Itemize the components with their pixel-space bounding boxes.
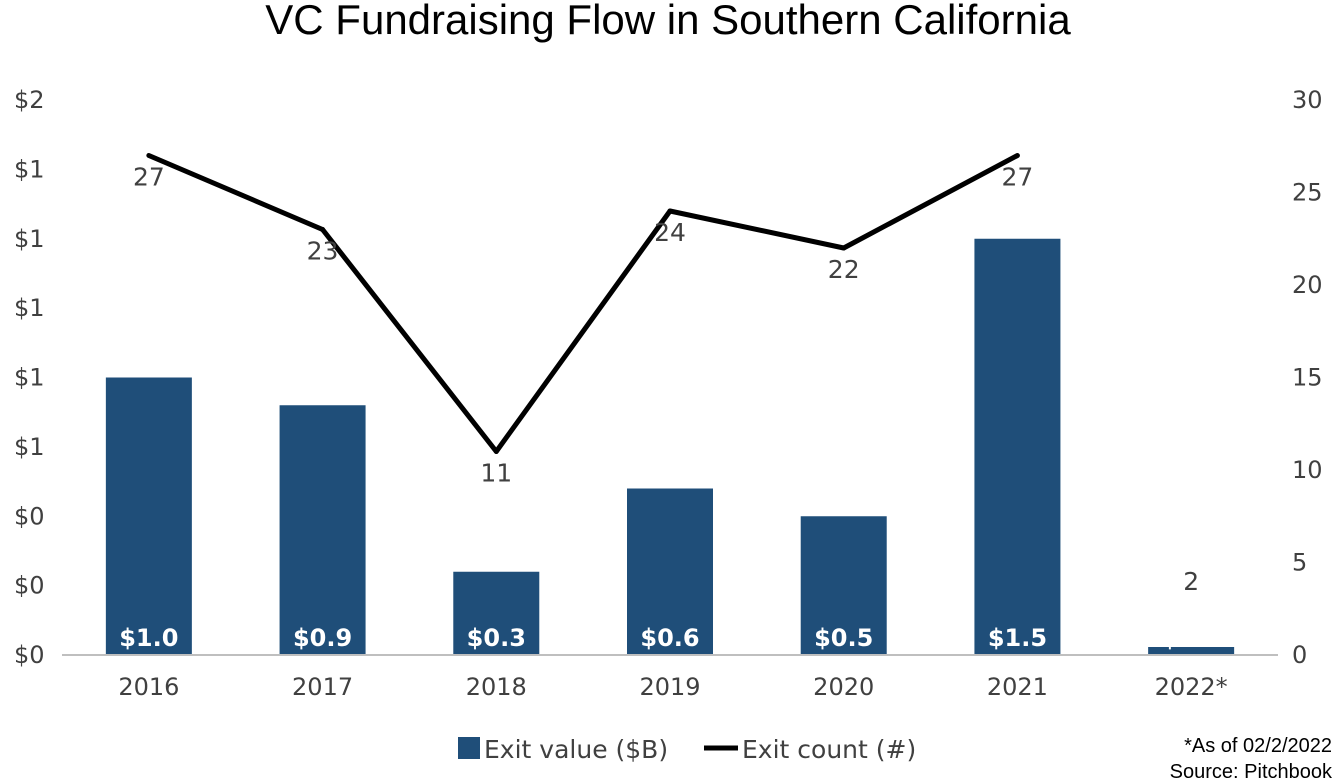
left-axis: $0 $0 $0 $1 $1 $1 $1 $1 $2 <box>14 86 45 669</box>
line-value-label: 24 <box>654 218 686 247</box>
chart-title: VC Fundraising Flow in Southern Californ… <box>265 0 1071 43</box>
bar-2021 <box>974 238 1061 655</box>
source-note: Source: Pitchbook <box>1170 761 1333 780</box>
x-tick-label: 2018 <box>466 673 527 701</box>
line-value-label: 23 <box>307 237 339 266</box>
line-segment <box>146 153 326 232</box>
right-tick-label: 10 <box>1292 456 1323 484</box>
bar-value-label: $1.5 <box>988 624 1047 652</box>
legend-bar-swatch <box>458 737 480 759</box>
x-tick-label: 2022* <box>1155 673 1228 701</box>
left-tick-label: $1 <box>14 433 45 461</box>
bar-data-labels: $1.0 $0.9 $0.3 $0.6 $0.5 $1.5 $0.0 <box>119 624 1221 652</box>
right-axis: 0 5 10 15 20 25 30 <box>1292 86 1323 669</box>
right-tick-label: 0 <box>1292 641 1307 669</box>
line-value-label: 27 <box>133 163 165 192</box>
bar-value-label: $0.9 <box>293 624 352 652</box>
left-tick-label: $1 <box>14 225 45 253</box>
line-value-label: 2 <box>1183 567 1199 596</box>
bar-value-label: $0.6 <box>640 624 699 652</box>
x-tick-label: 2017 <box>292 673 353 701</box>
right-tick-label: 25 <box>1292 179 1323 207</box>
left-tick-label: $1 <box>14 155 45 183</box>
bar-2019 <box>627 488 713 655</box>
left-tick-label: $2 <box>14 86 45 114</box>
bar-2022* <box>1148 647 1235 655</box>
left-tick-label: $0 <box>14 502 45 530</box>
left-tick-label: $0 <box>14 572 45 600</box>
line-segment <box>493 208 673 454</box>
x-tick-label: 2019 <box>639 673 700 701</box>
line-segment <box>841 153 1020 251</box>
bar-value-label: $0.5 <box>814 624 873 652</box>
bar-2020 <box>800 516 887 655</box>
x-tick-label: 2020 <box>813 673 874 701</box>
line-value-label: 11 <box>480 459 512 488</box>
legend-bar-label: Exit value ($B) <box>484 735 668 764</box>
line-segment <box>320 227 499 454</box>
right-tick-label: 5 <box>1292 549 1307 577</box>
left-tick-label: $1 <box>14 294 45 322</box>
bar-2018 <box>453 571 540 655</box>
line-value-label: 22 <box>828 255 860 284</box>
bar-value-label: $1.0 <box>119 624 178 652</box>
legend: Exit value ($B) Exit count (#) <box>458 735 916 764</box>
right-tick-label: 15 <box>1292 364 1323 392</box>
left-tick-label: $0 <box>14 641 45 669</box>
line-segment <box>667 208 847 251</box>
x-tick-label: 2021 <box>987 673 1048 701</box>
bar-series <box>105 238 1235 655</box>
footnote: *As of 02/2/2022 <box>1184 735 1332 757</box>
bar-value-label: $0.0 <box>1162 624 1221 652</box>
legend-line-label: Exit count (#) <box>742 735 916 764</box>
line-series <box>146 153 1020 454</box>
right-tick-label: 20 <box>1292 271 1323 299</box>
right-tick-label: 30 <box>1292 86 1323 114</box>
x-tick-label: 2016 <box>118 673 179 701</box>
left-tick-label: $1 <box>14 364 45 392</box>
bar-2017 <box>279 405 366 655</box>
bar-value-label: $0.3 <box>467 624 526 652</box>
line-data-labels: 27 23 11 24 22 27 2 <box>133 163 1199 597</box>
bar-2016 <box>105 377 192 655</box>
x-axis: 2016 2017 2018 2019 2020 2021 2022* <box>118 673 1227 701</box>
line-value-label: 27 <box>1002 163 1034 192</box>
